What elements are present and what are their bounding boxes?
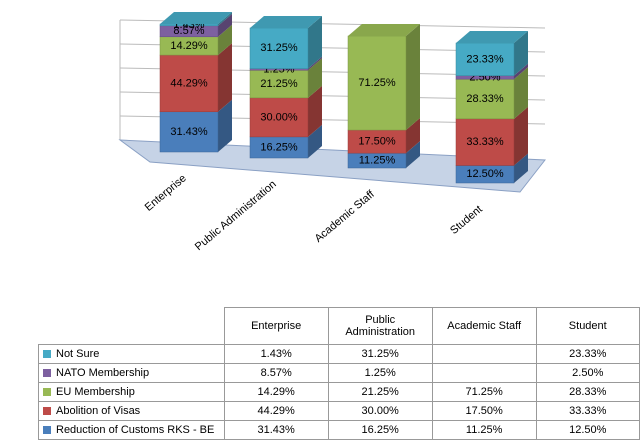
- column-header: Public Administration: [327, 307, 433, 345]
- legend-label: Reduction of Customs RKS - BE: [56, 424, 215, 436]
- row-header: NATO Membership: [38, 363, 225, 383]
- data-label: 8.57%: [173, 25, 204, 37]
- column-header: Student: [535, 307, 640, 345]
- table-cell: 16.25%: [327, 420, 433, 440]
- bar-side: [218, 43, 232, 112]
- legend-swatch: [43, 388, 51, 397]
- bar-top: [348, 24, 420, 36]
- bar-side: [308, 56, 322, 71]
- bar-side: [406, 118, 420, 154]
- table-row: EU Membership 14.29% 21.25% 71.25% 28.33%: [38, 382, 640, 402]
- data-label: 17.50%: [358, 136, 396, 148]
- data-label: 14.29%: [170, 40, 208, 52]
- table-cell: [431, 344, 537, 364]
- table-row: Reduction of Customs RKS - BE 31.43% 16.25…: [38, 420, 640, 440]
- data-label: 23.33%: [466, 53, 504, 65]
- table-cell: 71.25%: [431, 382, 537, 402]
- bar-side: [308, 85, 322, 137]
- table-cell: 1.25%: [327, 363, 433, 383]
- table-cell: 21.25%: [327, 382, 433, 402]
- table-row: NATO Membership 8.57% 1.25% 2.50%: [38, 363, 640, 383]
- data-label: 31.25%: [260, 42, 298, 54]
- bar-side: [218, 24, 232, 56]
- table-cell: 33.33%: [535, 401, 640, 421]
- legend-label: Not Sure: [56, 348, 100, 360]
- chart: 31.43%44.29%14.29%8.57%1.43%Enterprise16…: [118, 11, 546, 253]
- bar: [347, 35, 407, 131]
- column-header: Academic Staff: [431, 307, 537, 345]
- table-cell: 31.25%: [327, 344, 433, 364]
- bar: [455, 78, 515, 120]
- bar: [159, 54, 219, 113]
- data-label: 28.33%: [466, 93, 504, 105]
- row-header: Reduction of Customs RKS - BE: [38, 420, 225, 440]
- legend-label: NATO Membership: [56, 367, 150, 379]
- corner: [38, 307, 225, 345]
- data-label: 12.50%: [466, 168, 504, 180]
- legend-swatch: [43, 407, 51, 416]
- table-row: Not Sure 1.43% 31.25% 23.33%: [38, 344, 640, 364]
- table-cell: 1.43%: [223, 344, 329, 364]
- legend-swatch: [43, 426, 51, 435]
- data-label: 44.29%: [170, 77, 208, 89]
- bar-side: [218, 99, 232, 152]
- table-row: Abolition of Visas 44.29% 30.00% 17.50% 33.3…: [38, 401, 640, 421]
- table-cell: 2.50%: [535, 363, 640, 383]
- x-tick-label: Public Administration: [193, 178, 279, 253]
- table-cell: 8.57%: [223, 363, 329, 383]
- bar-side: [308, 124, 322, 158]
- bar-side: [308, 58, 322, 98]
- table-cell: [431, 363, 537, 383]
- bar-side: [406, 24, 420, 131]
- row-header: EU Membership: [38, 382, 225, 402]
- table-cell: 11.25%: [431, 420, 537, 440]
- legend-swatch: [43, 369, 51, 378]
- bar-side: [514, 31, 528, 76]
- data-label: 31.43%: [170, 126, 208, 138]
- table-cell: 17.50%: [431, 401, 537, 421]
- bar-side: [406, 141, 420, 168]
- bar-side: [218, 13, 232, 37]
- bar: [455, 118, 515, 166]
- bar-side: [514, 153, 528, 183]
- table-cell: 12.50%: [535, 420, 640, 440]
- bar-top: [456, 31, 528, 44]
- bar-side: [514, 63, 528, 80]
- legend-swatch: [43, 350, 51, 359]
- table-cell: 44.29%: [223, 401, 329, 421]
- data-label: 16.25%: [260, 141, 298, 153]
- table-cell: 14.29%: [223, 382, 329, 402]
- row-header: Not Sure: [38, 344, 225, 364]
- legend-label: Abolition of Visas: [56, 405, 141, 417]
- data-label: 21.25%: [260, 78, 298, 90]
- table-cell: 30.00%: [327, 401, 433, 421]
- table-cell: 23.33%: [535, 344, 640, 364]
- data-label: 71.25%: [358, 77, 396, 89]
- table-cell: 28.33%: [535, 382, 640, 402]
- table-cell: 31.43%: [223, 420, 329, 440]
- bar-side: [514, 106, 528, 166]
- data-label: 30.00%: [260, 111, 298, 123]
- bar-side: [218, 11, 232, 26]
- data-label: 33.33%: [466, 136, 504, 148]
- row-header: Abolition of Visas: [38, 401, 225, 421]
- bar-side: [308, 16, 322, 69]
- column-header: Enterprise: [223, 307, 329, 345]
- bar: [249, 97, 309, 138]
- bar-top: [160, 11, 232, 24]
- data-table: Enterprise Public Administration Academic …: [38, 307, 640, 440]
- x-tick-label: Enterprise: [143, 172, 189, 213]
- data-label: 11.25%: [359, 154, 396, 166]
- x-tick-label: Academic Staff: [313, 188, 378, 245]
- x-tick-label: Student: [448, 203, 485, 237]
- bar-side: [514, 67, 528, 119]
- bar-top: [250, 16, 322, 28]
- header-row: Enterprise Public Administration Academic …: [38, 307, 640, 345]
- legend-label: EU Membership: [56, 386, 135, 398]
- bar: [249, 27, 309, 69]
- bar: [455, 42, 515, 76]
